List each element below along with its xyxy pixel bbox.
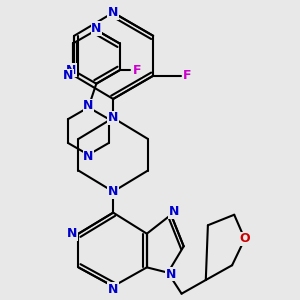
Text: F: F: [133, 64, 141, 77]
Text: N: N: [83, 150, 94, 163]
Text: N: N: [66, 64, 77, 77]
Text: N: N: [108, 283, 118, 296]
Text: F: F: [183, 69, 191, 82]
Text: N: N: [108, 111, 118, 124]
Text: N: N: [83, 99, 94, 112]
Text: N: N: [108, 6, 118, 19]
Text: N: N: [91, 22, 101, 35]
Text: N: N: [63, 69, 73, 82]
Text: O: O: [239, 232, 250, 245]
Text: N: N: [166, 268, 176, 281]
Text: N: N: [169, 205, 179, 218]
Text: N: N: [67, 227, 77, 240]
Text: N: N: [108, 185, 118, 198]
